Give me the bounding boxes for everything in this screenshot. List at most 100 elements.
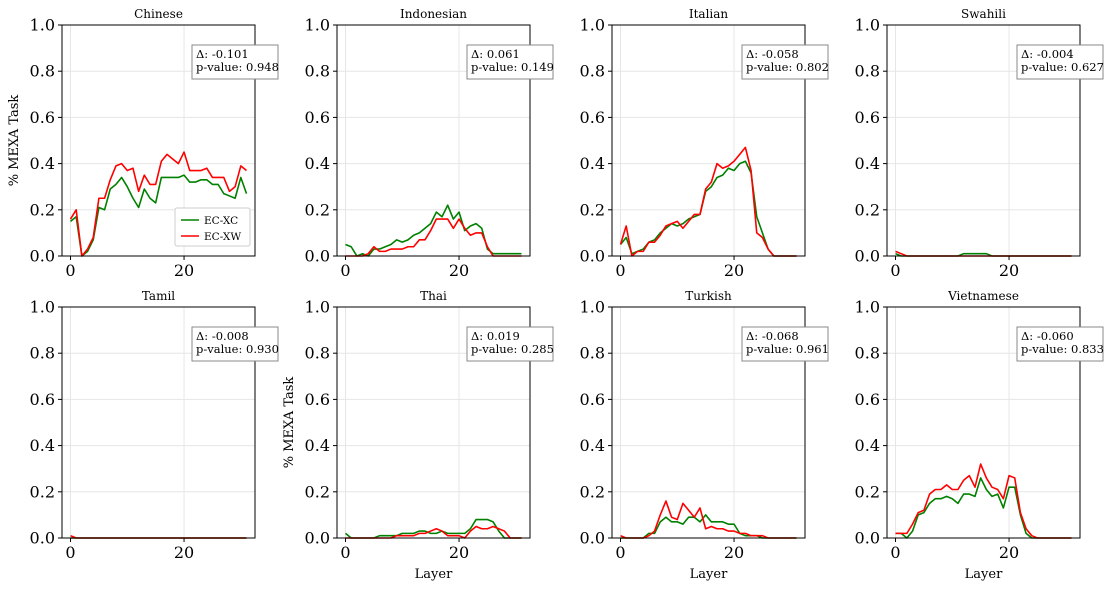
panel-turkish: 0.0 0.2 0.4 0.6 0.8 1.0 0 20 Turkish Layer Δ: -0.0… bbox=[580, 289, 829, 582]
y-tick-label: 1.0 bbox=[30, 16, 55, 35]
series-line-ec-xc bbox=[70, 174, 248, 257]
stats-annotation-box bbox=[1016, 326, 1104, 362]
x-tick-label: 20 bbox=[449, 261, 469, 280]
delta-annotation: Δ: -0.060 bbox=[1021, 329, 1074, 343]
legend-label-ec-xw: EC-XW bbox=[204, 231, 241, 243]
stats-annotation-box bbox=[466, 44, 554, 80]
series-line-ec-xw bbox=[895, 463, 1072, 539]
axes-frame bbox=[61, 24, 256, 257]
series-line-ec-xc bbox=[619, 160, 797, 257]
series-line-ec-xc bbox=[345, 518, 522, 539]
stats-annotation-box bbox=[1016, 44, 1104, 80]
panel-vietnamese: 0.0 0.2 0.4 0.6 0.8 1.0 0 20 Vietnamese Layer Δ: -… bbox=[855, 289, 1104, 582]
y-tick-label: 0.2 bbox=[580, 482, 605, 501]
panel-thai: 0.0 0.2 0.4 0.6 0.8 1.0 0 20 Thai % MEXA Task Laye… bbox=[282, 289, 554, 582]
delta-annotation: Δ: -0.004 bbox=[1021, 47, 1074, 61]
delta-annotation: Δ: -0.068 bbox=[746, 329, 799, 343]
y-tick-label: 1.0 bbox=[855, 16, 880, 35]
y-tick-label: 0.2 bbox=[30, 482, 55, 501]
panel-swahili: 0.0 0.2 0.4 0.6 0.8 1.0 0 20 Swahili Δ: -0.004p-v… bbox=[855, 7, 1104, 280]
y-tick-label: 0.8 bbox=[30, 62, 55, 81]
stats-annotation-box bbox=[191, 326, 279, 362]
delta-annotation: Δ: -0.008 bbox=[196, 329, 249, 343]
panel-tamil: 0.0 0.2 0.4 0.6 0.8 1.0 0 20 Tamil Δ: -0.008p-val… bbox=[30, 289, 279, 562]
x-tick-label: 0 bbox=[615, 261, 625, 280]
x-tick-label: 20 bbox=[724, 543, 744, 562]
panel-title: Indonesian bbox=[400, 7, 467, 21]
y-tick-label: 0.6 bbox=[855, 390, 880, 409]
panel-chinese: 0.0 0.2 0.4 0.6 0.8 1.0 0 20 Chinese % MEXA Task Δ… bbox=[7, 7, 279, 280]
delta-annotation: Δ: 0.019 bbox=[471, 329, 520, 343]
y-tick-label: 0.0 bbox=[580, 247, 605, 266]
y-tick-label: 0.4 bbox=[305, 154, 330, 173]
series-line-ec-xc bbox=[895, 477, 1072, 539]
y-tick-label: 0.0 bbox=[580, 529, 605, 548]
x-tick-label: 20 bbox=[999, 543, 1019, 562]
y-tick-label: 0.8 bbox=[305, 62, 330, 81]
x-tick-label: 0 bbox=[340, 543, 350, 562]
y-tick-label: 0.6 bbox=[580, 390, 605, 409]
axes-frame bbox=[336, 24, 531, 257]
axes-frame bbox=[611, 306, 806, 539]
y-tick-label: 0.6 bbox=[30, 390, 55, 409]
y-tick-label: 0.8 bbox=[855, 62, 880, 81]
y-tick-label: 0.2 bbox=[30, 200, 55, 219]
panel-italian: 0.0 0.2 0.4 0.6 0.8 1.0 0 20 Italian Δ: -0.058p-v… bbox=[580, 7, 829, 280]
p-value-annotation: p-value: 0.930 bbox=[196, 342, 279, 356]
legend-label-ec-xc: EC-XC bbox=[204, 215, 238, 227]
x-tick-label: 0 bbox=[890, 261, 900, 280]
x-tick-label: 0 bbox=[890, 543, 900, 562]
legend: EC-XC EC-XW bbox=[174, 207, 251, 247]
series-line-ec-xw bbox=[619, 146, 797, 257]
y-tick-label: 0.2 bbox=[305, 482, 330, 501]
delta-annotation: Δ: 0.061 bbox=[471, 47, 520, 61]
y-tick-label: 0.0 bbox=[30, 247, 55, 266]
y-tick-label: 1.0 bbox=[305, 16, 330, 35]
y-tick-label: 0.2 bbox=[580, 200, 605, 219]
y-tick-label: 0.8 bbox=[855, 344, 880, 363]
axes-frame bbox=[886, 24, 1081, 257]
stats-annotation-box bbox=[741, 44, 829, 80]
y-tick-label: 1.0 bbox=[855, 298, 880, 317]
p-value-annotation: p-value: 0.961 bbox=[746, 342, 829, 356]
x-axis-label: Layer bbox=[690, 567, 728, 582]
y-tick-label: 0.4 bbox=[305, 436, 330, 455]
x-tick-label: 20 bbox=[174, 261, 194, 280]
series-line-ec-xc bbox=[345, 204, 522, 257]
x-tick-label: 0 bbox=[340, 261, 350, 280]
y-tick-label: 0.2 bbox=[855, 200, 880, 219]
y-tick-label: 0.0 bbox=[855, 247, 880, 266]
x-axis-label: Layer bbox=[965, 567, 1003, 582]
y-tick-label: 0.2 bbox=[855, 482, 880, 501]
series-line-ec-xw bbox=[345, 525, 522, 539]
y-tick-label: 0.0 bbox=[30, 529, 55, 548]
y-tick-label: 1.0 bbox=[305, 298, 330, 317]
y-tick-label: 0.6 bbox=[855, 108, 880, 127]
y-tick-label: 0.0 bbox=[305, 529, 330, 548]
y-tick-label: 0.4 bbox=[580, 436, 605, 455]
delta-annotation: Δ: -0.101 bbox=[196, 47, 249, 61]
y-tick-label: 0.6 bbox=[580, 108, 605, 127]
panel-title: Vietnamese bbox=[947, 289, 1019, 303]
axes-frame bbox=[336, 306, 531, 539]
y-axis-label: % MEXA Task bbox=[7, 95, 22, 187]
x-tick-label: 0 bbox=[65, 261, 75, 280]
series-line-ec-xw bbox=[345, 218, 522, 257]
x-tick-label: 0 bbox=[65, 543, 75, 562]
series-line-ec-xc bbox=[620, 514, 797, 539]
x-tick-label: 0 bbox=[615, 543, 625, 562]
panel-title: Turkish bbox=[685, 289, 732, 303]
x-axis-label: Layer bbox=[415, 567, 453, 582]
y-tick-label: 1.0 bbox=[580, 16, 605, 35]
y-tick-label: 0.8 bbox=[30, 344, 55, 363]
panel-title: Tamil bbox=[142, 289, 175, 303]
y-tick-label: 1.0 bbox=[30, 298, 55, 317]
y-tick-label: 0.2 bbox=[305, 200, 330, 219]
stats-annotation-box bbox=[741, 326, 829, 362]
stats-annotation-box bbox=[191, 44, 279, 80]
y-tick-label: 0.4 bbox=[30, 436, 55, 455]
panel-title: Italian bbox=[689, 7, 729, 21]
p-value-annotation: p-value: 0.149 bbox=[471, 60, 554, 74]
panel-indonesian: 0.0 0.2 0.4 0.6 0.8 1.0 0 20 Indonesian Δ: 0.061p… bbox=[305, 7, 554, 280]
